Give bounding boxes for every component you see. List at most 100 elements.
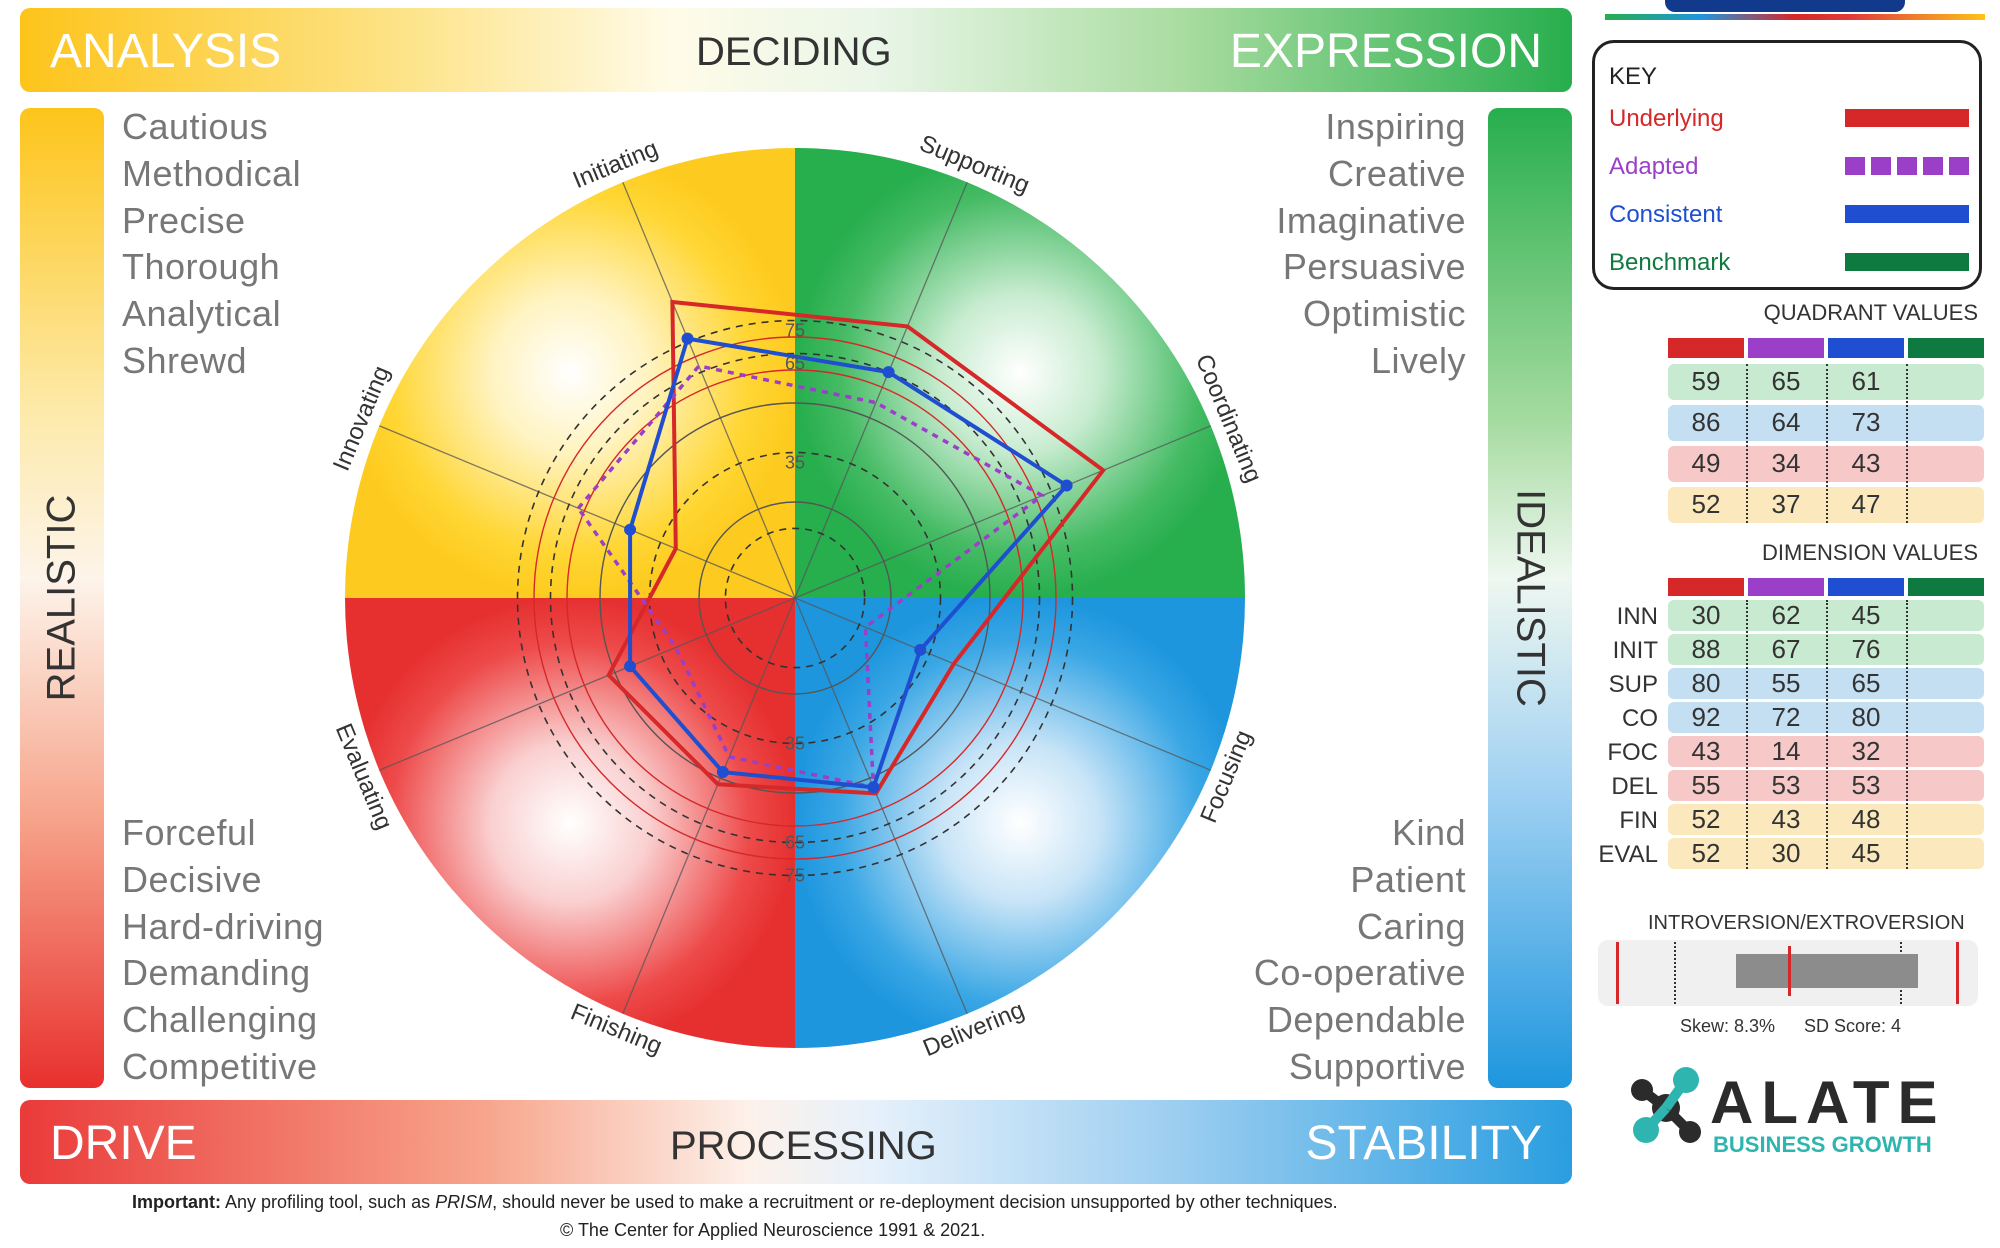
row-label: SUP — [1608, 671, 1658, 698]
analysis-label: ANALYSIS — [50, 25, 282, 78]
table-cell: 34 — [1771, 448, 1801, 478]
data-point — [867, 781, 880, 794]
radar-axis-line — [622, 182, 796, 599]
table-cell: 80 — [1851, 702, 1881, 732]
row-label: CO — [1622, 705, 1658, 732]
table-cell: 43 — [1851, 448, 1881, 478]
table-cell: 72 — [1771, 702, 1801, 732]
table-cell: 64 — [1771, 407, 1801, 437]
table-cell: 30 — [1691, 600, 1721, 630]
data-point — [624, 523, 637, 536]
prism-logo-strip — [1605, 0, 1985, 22]
word: Cautious — [122, 106, 269, 147]
table-cell: 43 — [1691, 736, 1721, 766]
quadrant-stability — [795, 598, 1245, 1048]
table-cell: 55 — [1691, 770, 1721, 800]
word: Persuasive — [1282, 246, 1466, 287]
alate-logo-text: ALATE — [1710, 1069, 1946, 1136]
alate-logo-mark — [1631, 1067, 1701, 1143]
key-benchmark-swatch — [1845, 253, 1969, 271]
table-cell: 47 — [1851, 489, 1881, 519]
table-cell: 45 — [1851, 600, 1881, 630]
radar-axis-line — [794, 597, 1211, 771]
alate-logo: ALATE BUSINESS GROWTH — [1600, 1040, 1980, 1170]
radar-ring — [698, 501, 892, 695]
word: Caring — [1356, 906, 1466, 947]
word: Hard-driving — [122, 906, 325, 947]
table-cell: 61 — [1851, 366, 1881, 396]
ring-label: 35 — [785, 734, 805, 754]
table-cell: 88 — [1691, 634, 1721, 664]
table-cell: 53 — [1851, 770, 1881, 800]
quadrant-values-title: QUADRANT VALUES — [1763, 300, 1978, 325]
quadrant-drive — [345, 598, 795, 1048]
word: Forceful — [122, 812, 257, 853]
table-cell: 80 — [1691, 668, 1721, 698]
table-cell: 55 — [1771, 668, 1801, 698]
ring-label: 75 — [785, 321, 805, 341]
quadrant-expression — [795, 148, 1245, 598]
table-cell: 65 — [1851, 668, 1881, 698]
table-cell: 59 — [1691, 366, 1721, 396]
radar-axis-line — [379, 425, 796, 599]
word: Shrewd — [122, 340, 248, 381]
bottom-bar: DRIVE PROCESSING STABILITY — [20, 1100, 1572, 1184]
table-cell: 65 — [1771, 366, 1801, 396]
word: Precise — [122, 200, 246, 241]
row-label: EVAL — [1598, 841, 1658, 868]
data-point — [914, 643, 927, 656]
key-underlying-swatch — [1845, 109, 1969, 127]
word: Lively — [1370, 340, 1466, 381]
key-benchmark-label: Benchmark — [1609, 249, 1731, 276]
word: Dependable — [1266, 999, 1466, 1040]
table-cell: 49 — [1691, 448, 1721, 478]
key-title: KEY — [1609, 63, 1658, 90]
row-label: FIN — [1619, 807, 1658, 834]
key-adapted-swatch — [1845, 157, 1969, 175]
table-cell: 48 — [1851, 804, 1881, 834]
table-cell: 53 — [1771, 770, 1801, 800]
radar-axis-line — [794, 597, 968, 1014]
introversion-title: INTROVERSION/EXTROVERSION — [1648, 912, 1965, 934]
word: Analytical — [122, 293, 282, 334]
data-point — [1060, 479, 1073, 492]
row-label: FOC — [1607, 739, 1658, 766]
word: Inspiring — [1325, 106, 1466, 147]
alate-logo-subtext: BUSINESS GROWTH — [1713, 1132, 1932, 1157]
series-underlying — [606, 299, 1107, 796]
word: Thorough — [122, 246, 281, 287]
stability-label: STABILITY — [1305, 1117, 1542, 1170]
series-adapted — [576, 364, 1046, 790]
radar-ring — [599, 402, 991, 794]
table-cell: 67 — [1771, 634, 1801, 664]
idealistic-bar: IDEALISTIC — [1488, 108, 1572, 1088]
table-cell: 86 — [1691, 407, 1721, 437]
footer-important-label: Important: — [132, 1192, 221, 1212]
table-cell: 43 — [1771, 804, 1801, 834]
data-point — [624, 660, 637, 673]
key-consistent-swatch — [1845, 205, 1969, 223]
word: Competitive — [122, 1046, 318, 1087]
ring-label: 35 — [785, 453, 805, 473]
data-point — [716, 766, 729, 779]
word: Optimistic — [1302, 293, 1466, 334]
introversion-bar — [1736, 954, 1918, 988]
word: Challenging — [122, 999, 318, 1040]
word: Demanding — [122, 952, 311, 993]
word: Patient — [1350, 859, 1466, 900]
dimension-values-title: DIMENSION VALUES — [1762, 540, 1978, 565]
skew-text: Skew: 8.3% — [1680, 1016, 1776, 1036]
footer-text-a: Any profiling tool, such as — [225, 1192, 431, 1212]
table-cell: 62 — [1771, 600, 1801, 630]
table-cell: 73 — [1851, 407, 1881, 437]
footer-disclaimer: Important: Any profiling tool, such as P… — [132, 1192, 1338, 1213]
realistic-bar: REALISTIC — [20, 108, 104, 1088]
table-cell: 52 — [1691, 838, 1721, 868]
introversion-scale — [1598, 940, 1978, 1006]
table-cell: 37 — [1771, 489, 1801, 519]
radar-ring-dashed — [516, 319, 1074, 877]
table-cell: 92 — [1691, 702, 1721, 732]
row-label: INN — [1616, 603, 1658, 630]
table-cell: 52 — [1691, 489, 1721, 519]
processing-label: PROCESSING — [670, 1124, 937, 1168]
